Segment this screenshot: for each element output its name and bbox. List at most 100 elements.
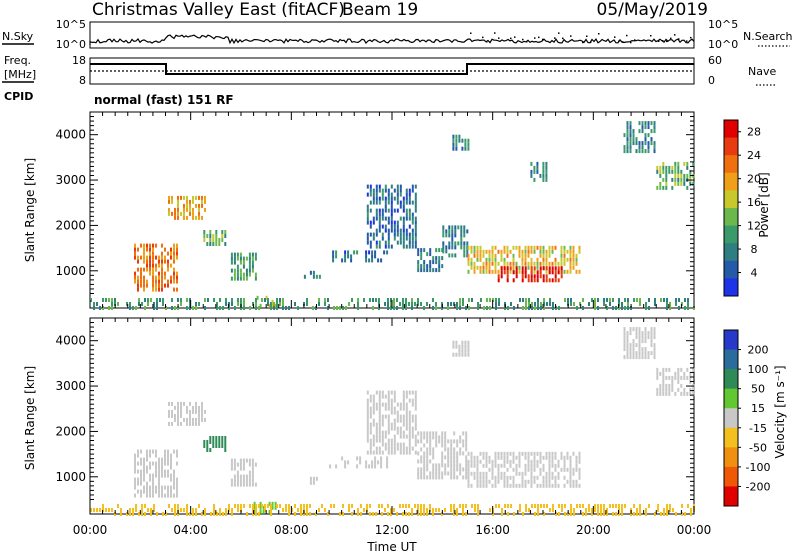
data-cell <box>462 451 465 456</box>
data-cell <box>665 185 668 190</box>
data-cell <box>132 508 134 512</box>
data-cell <box>396 430 399 435</box>
data-cell <box>333 306 335 310</box>
data-cell <box>363 298 365 302</box>
data-cell <box>524 455 527 460</box>
data-cell <box>408 446 411 451</box>
data-cell <box>215 238 218 242</box>
data-cell <box>524 463 527 468</box>
data-cell <box>423 512 425 516</box>
data-cell <box>542 165 545 170</box>
data-cell <box>456 306 458 310</box>
data-cell <box>324 298 326 302</box>
data-cell <box>233 474 236 479</box>
data-cell <box>435 268 438 273</box>
data-cell <box>638 145 641 150</box>
data-cell <box>366 418 369 423</box>
data-cell <box>509 459 512 464</box>
data-cell <box>674 169 677 174</box>
data-cell <box>192 417 194 422</box>
data-cell <box>369 414 372 419</box>
data-cell <box>536 451 539 456</box>
data-cell <box>186 207 188 212</box>
data-cell <box>527 479 530 484</box>
data-cell <box>467 467 470 472</box>
data-cell <box>513 306 515 310</box>
data-cell <box>369 184 372 189</box>
data-cell <box>198 504 200 508</box>
data-cell <box>548 261 551 266</box>
data-cell <box>192 195 194 200</box>
data-cell <box>384 208 387 213</box>
data-cell <box>384 434 387 439</box>
data-cell <box>405 410 408 415</box>
data-cell <box>503 245 506 250</box>
data-cell <box>467 475 470 480</box>
data-cell <box>426 439 429 444</box>
data-cell <box>533 249 536 254</box>
data-cell <box>665 375 668 380</box>
data-cell <box>170 473 172 478</box>
data-cell <box>504 504 506 508</box>
data-cell <box>387 228 390 233</box>
data-cell <box>527 278 530 283</box>
data-cell <box>161 485 163 490</box>
data-cell <box>557 471 560 476</box>
data-cell <box>143 259 145 264</box>
data-cell <box>378 208 381 213</box>
data-cell <box>253 505 256 510</box>
data-cell <box>402 450 405 455</box>
data-cell <box>536 475 539 480</box>
data-cell <box>230 482 233 487</box>
data-cell <box>542 274 545 279</box>
data-cell <box>242 462 245 467</box>
data-cell <box>465 459 468 464</box>
data-cell <box>539 274 542 279</box>
data-cell <box>477 512 479 516</box>
data-cell <box>476 265 479 270</box>
data-cell <box>521 249 524 254</box>
data-cell <box>479 253 482 258</box>
data-cell <box>453 455 456 460</box>
nsearch-tick-top: 10^5 <box>708 18 738 31</box>
data-cell <box>467 261 470 266</box>
data-cell <box>626 355 629 360</box>
data-cell <box>411 302 413 306</box>
data-cell <box>466 241 469 246</box>
data-cell <box>209 436 212 440</box>
data-cell <box>149 255 151 260</box>
data-cell <box>500 253 503 258</box>
data-cell <box>245 268 248 273</box>
data-cell <box>560 257 563 262</box>
data-cell <box>162 298 164 302</box>
data-cell <box>435 260 438 265</box>
data-cell <box>414 422 417 427</box>
colorbar-tick-label: -15 <box>749 422 767 435</box>
data-cell <box>372 442 375 447</box>
data-cell <box>635 141 638 146</box>
data-cell <box>582 306 584 310</box>
data-cell <box>627 306 629 310</box>
data-cell <box>530 266 533 271</box>
data-cell <box>365 254 368 259</box>
data-cell <box>420 504 422 508</box>
data-cell <box>417 471 420 476</box>
data-cell <box>438 471 441 476</box>
freq-unit: [MHz] <box>4 68 36 81</box>
data-cell <box>369 406 372 411</box>
data-cell <box>463 241 466 246</box>
data-cell <box>164 275 166 280</box>
data-cell <box>348 508 350 512</box>
data-cell <box>540 504 542 508</box>
data-cell <box>393 232 396 237</box>
data-cell <box>432 298 434 302</box>
data-cell <box>374 456 377 461</box>
data-cell <box>356 456 359 461</box>
data-cell <box>432 306 434 310</box>
data-cell <box>572 471 575 476</box>
data-cell <box>453 431 456 436</box>
data-cell <box>303 504 305 508</box>
data-cell <box>173 243 175 248</box>
data-cell <box>138 298 140 302</box>
data-cell <box>134 255 136 260</box>
